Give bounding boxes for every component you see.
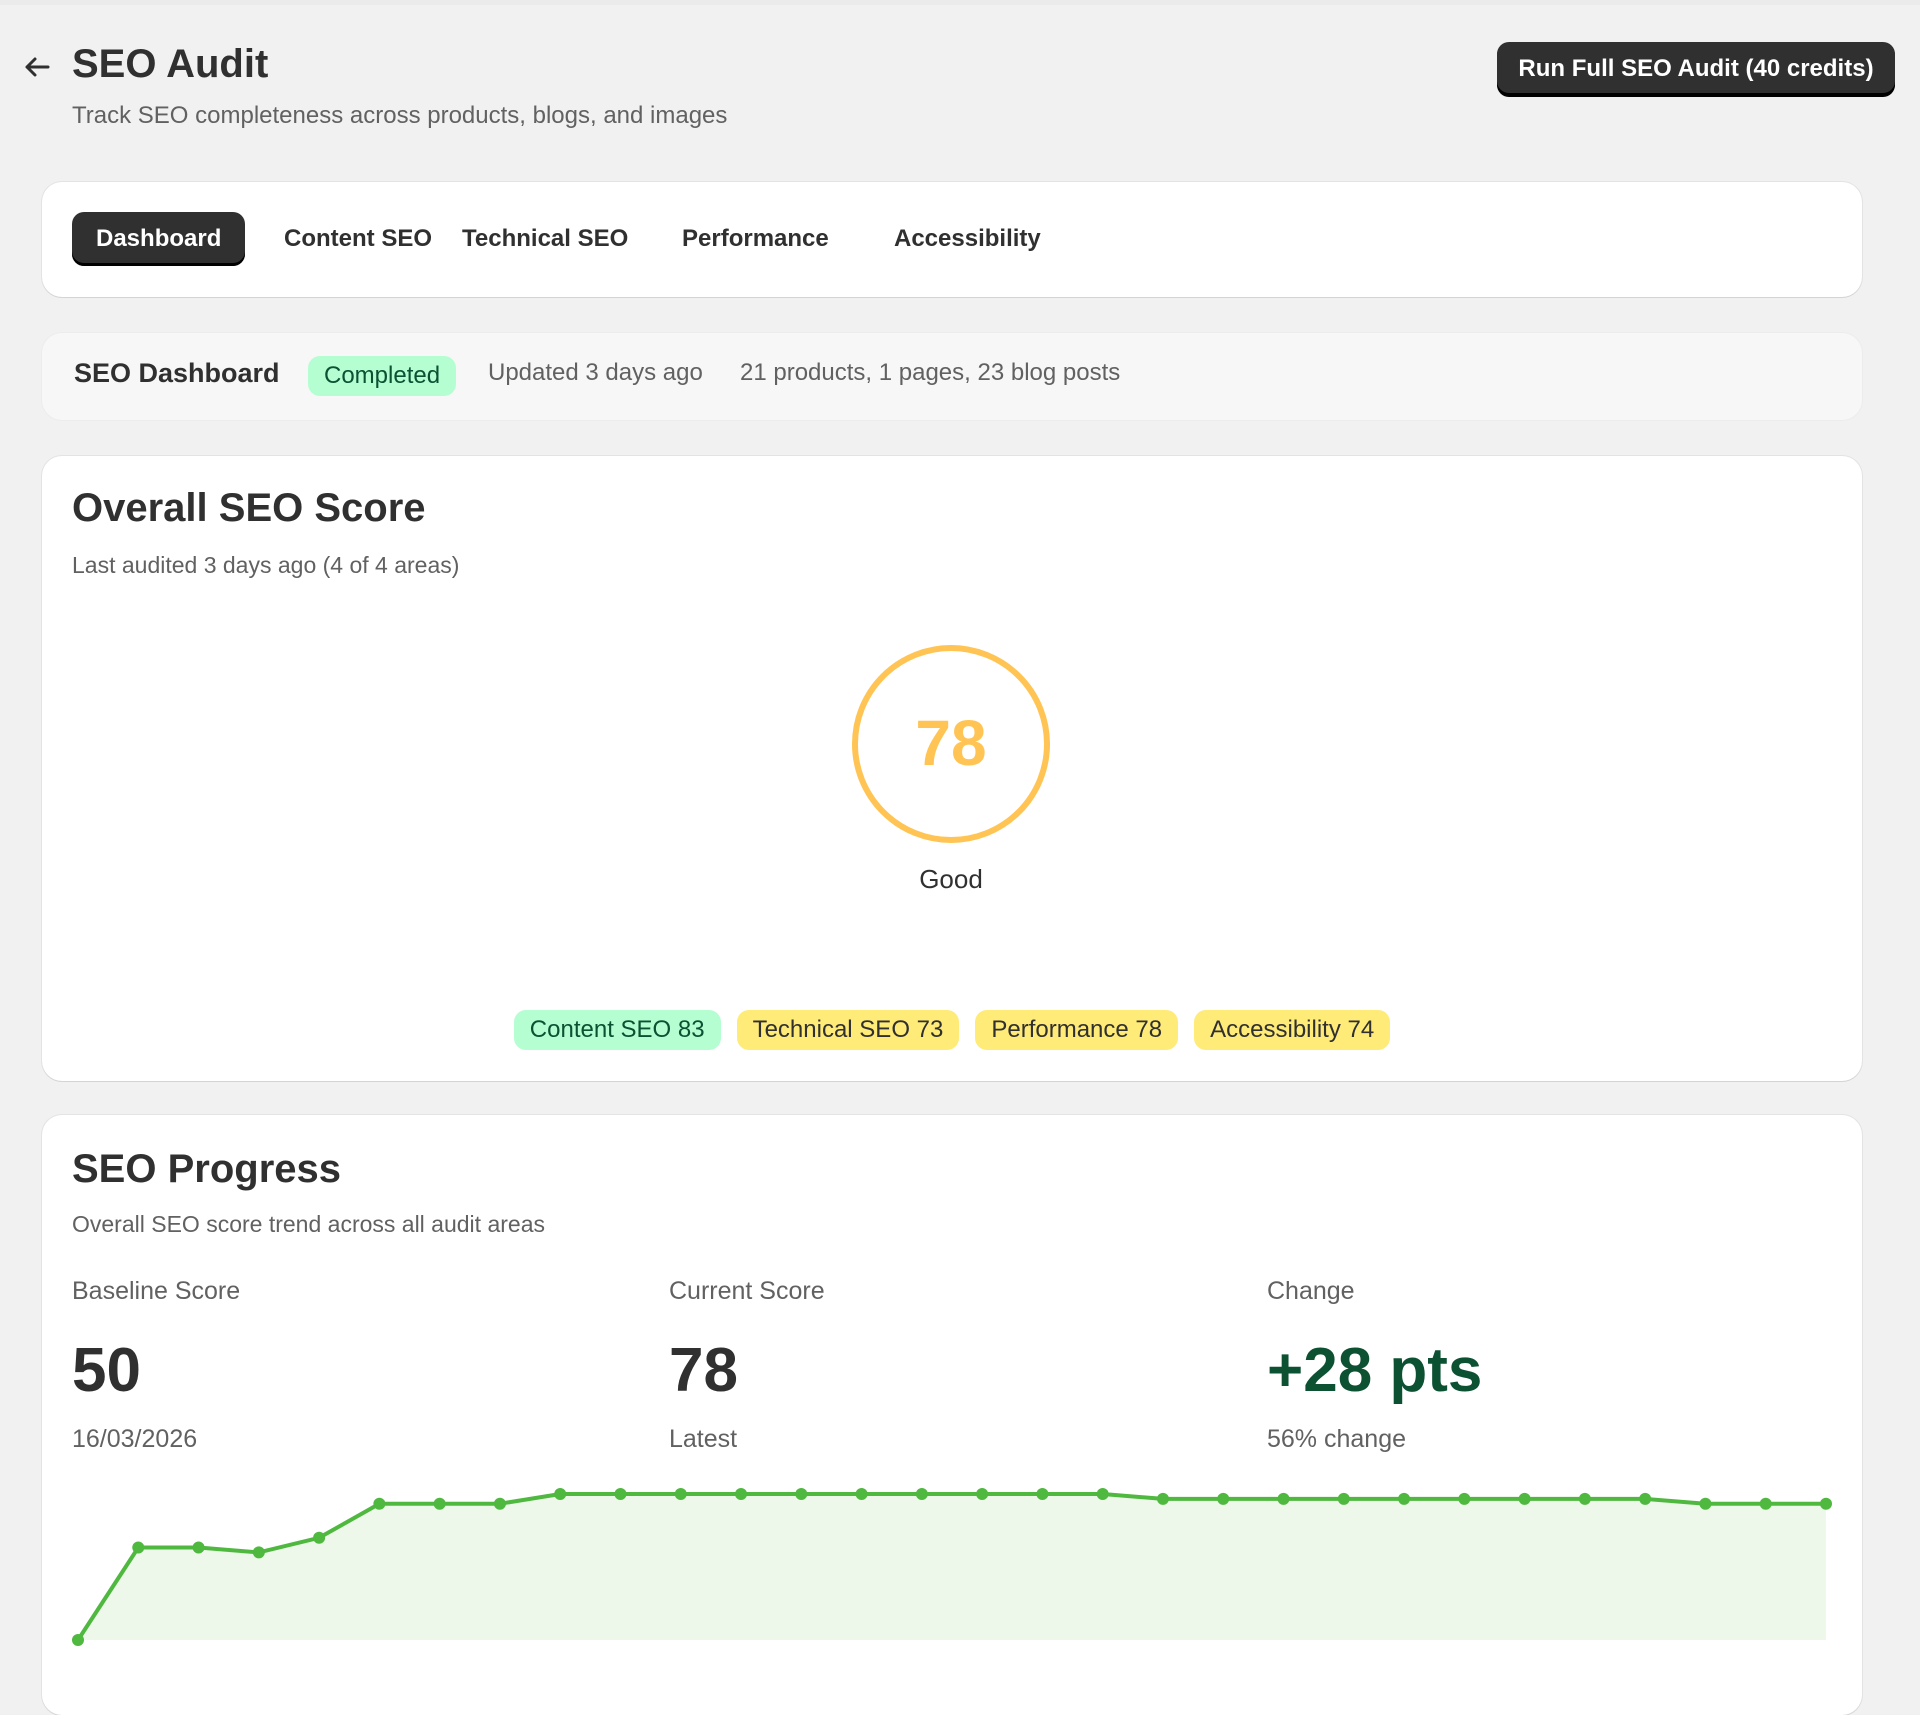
- badge-technical-seo: Technical SEO 73: [736, 1010, 960, 1050]
- chart-point[interactable]: [1759, 1497, 1772, 1510]
- progress-chart: [72, 1488, 1832, 1646]
- badge-accessibility: Accessibility 74: [1194, 1010, 1391, 1050]
- chart-point[interactable]: [855, 1488, 868, 1500]
- counts-text: 21 products, 1 pages, 23 blog posts: [740, 359, 1121, 386]
- progress-subtitle: Overall SEO score trend across all audit…: [72, 1211, 545, 1237]
- tab-technical-seo[interactable]: Technical SEO: [462, 225, 629, 252]
- chart-point[interactable]: [252, 1546, 265, 1559]
- tab-content-seo[interactable]: Content SEO: [284, 225, 432, 252]
- chart-point[interactable]: [1820, 1497, 1832, 1510]
- baseline-label: Baseline Score: [72, 1277, 241, 1305]
- chart-point[interactable]: [1096, 1488, 1109, 1500]
- chart-line: [76, 1492, 1826, 1642]
- score-value: 78: [915, 707, 987, 779]
- chart-point[interactable]: [1458, 1492, 1471, 1505]
- chart-point[interactable]: [614, 1488, 627, 1500]
- back-arrow-icon[interactable]: [20, 50, 54, 84]
- chart-point[interactable]: [72, 1634, 84, 1646]
- current-value: 78: [669, 1336, 738, 1405]
- current-note: Latest: [669, 1425, 738, 1453]
- page-title: SEO Audit: [72, 42, 269, 86]
- chart-point[interactable]: [1639, 1492, 1652, 1505]
- overall-score-card: Overall SEO Score Last audited 3 days ag…: [42, 456, 1862, 1081]
- chart-point[interactable]: [313, 1531, 326, 1544]
- status-title: SEO Dashboard: [74, 358, 280, 388]
- progress-title: SEO Progress: [72, 1147, 342, 1191]
- chart-point[interactable]: [192, 1541, 205, 1554]
- chart-point[interactable]: [132, 1541, 145, 1554]
- chart-point[interactable]: [493, 1497, 506, 1510]
- badge-performance: Performance 78: [975, 1010, 1179, 1050]
- change-percent: 56% change: [1267, 1425, 1407, 1453]
- badge-content-seo: Content SEO 83: [513, 1010, 721, 1050]
- score-ring: [852, 645, 1050, 843]
- status-bar: SEO Dashboard Completed Updated 3 days a…: [42, 333, 1862, 420]
- change-label: Change: [1267, 1277, 1355, 1305]
- chart-area: [78, 1494, 1826, 1640]
- page-subtitle: Track SEO completeness across products, …: [72, 102, 728, 129]
- chart-point[interactable]: [433, 1497, 446, 1510]
- status-badge: Completed: [308, 356, 457, 396]
- tab-dashboard[interactable]: Dashboard: [72, 212, 246, 266]
- chart-point[interactable]: [1518, 1492, 1531, 1505]
- tab-accessibility[interactable]: Accessibility: [894, 225, 1041, 252]
- chart-point[interactable]: [554, 1488, 567, 1500]
- chart-point[interactable]: [1156, 1492, 1169, 1505]
- seo-progress-card: SEO Progress Overall SEO score trend acr…: [42, 1115, 1862, 1715]
- chart-point[interactable]: [1036, 1488, 1049, 1500]
- chart-point[interactable]: [915, 1488, 928, 1500]
- chart-point[interactable]: [976, 1488, 989, 1500]
- chart-point[interactable]: [1277, 1492, 1290, 1505]
- chart-point[interactable]: [1699, 1497, 1712, 1510]
- chart-point[interactable]: [1578, 1492, 1591, 1505]
- chart-point[interactable]: [674, 1488, 687, 1500]
- score-rating: Good: [919, 864, 983, 894]
- tab-performance[interactable]: Performance: [682, 225, 829, 252]
- chart-point[interactable]: [373, 1497, 386, 1510]
- chart-point[interactable]: [795, 1488, 808, 1500]
- chart-point[interactable]: [1337, 1492, 1350, 1505]
- area-badges: Content SEO 83 Technical SEO 73 Performa…: [42, 1010, 1862, 1050]
- top-border: [0, 0, 1920, 5]
- updated-text: Updated 3 days ago: [488, 359, 703, 386]
- overall-subtitle: Last audited 3 days ago (4 of 4 areas): [72, 552, 460, 578]
- chart-point[interactable]: [1398, 1492, 1411, 1505]
- chart-point[interactable]: [735, 1488, 748, 1500]
- run-full-audit-button[interactable]: Run Full SEO Audit (40 credits): [1497, 42, 1895, 96]
- current-label: Current Score: [669, 1277, 825, 1305]
- baseline-value: 50: [72, 1336, 141, 1405]
- chart-point[interactable]: [1217, 1492, 1230, 1505]
- tab-bar: Dashboard Content SEO Technical SEO Perf…: [42, 182, 1862, 297]
- overall-title: Overall SEO Score: [72, 486, 426, 530]
- baseline-date: 16/03/2026: [72, 1425, 198, 1453]
- change-value: +28 pts: [1267, 1336, 1483, 1405]
